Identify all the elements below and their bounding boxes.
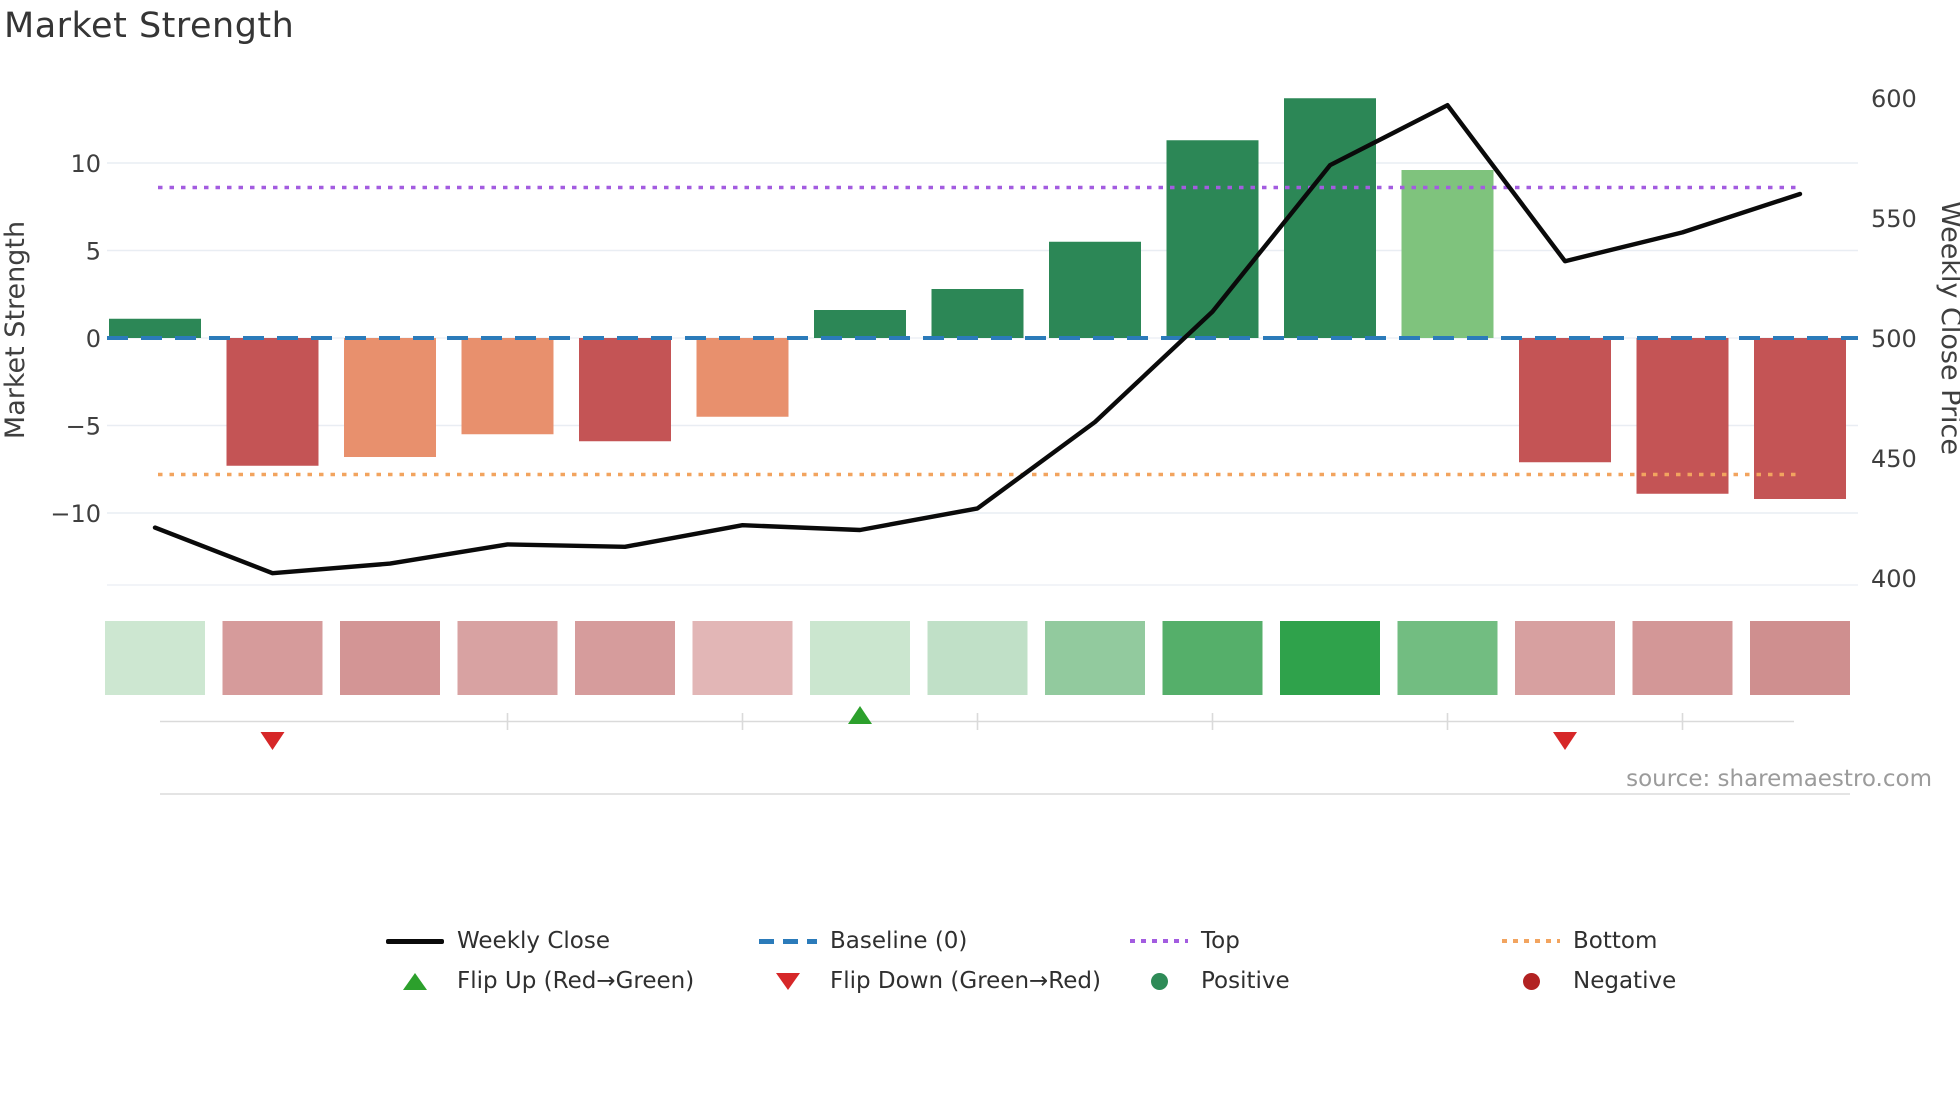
heatmap-cell-12 [1397, 621, 1498, 695]
legend-label: Flip Down (Green→Red) [830, 968, 1101, 994]
bar-week-6 [696, 338, 789, 417]
right-axis-tick-550: 550 [1871, 205, 1917, 233]
bar-week-14 [1636, 338, 1729, 494]
legend-item-flip-down[interactable]: Flip Down (Green→Red) [759, 966, 1101, 996]
heatmap-cell-1 [105, 621, 205, 695]
bar-week-15 [1754, 338, 1846, 499]
bar-week-4 [461, 338, 554, 435]
left-axis-tick--5: −5 [66, 413, 101, 441]
heatmap-cell-7 [810, 621, 910, 695]
bar-week-1 [109, 318, 201, 338]
heatmap-cell-2 [222, 621, 323, 695]
right-axis-tick-400: 400 [1871, 565, 1917, 593]
flip-down-marker-week-2 [260, 732, 285, 750]
right-axis-tick-450: 450 [1871, 445, 1917, 473]
flip-up-triangle-icon [386, 968, 444, 994]
flip-down-marker-week-13 [1553, 732, 1577, 750]
bar-week-3 [344, 338, 436, 457]
legend-item-weekly-close[interactable]: Weekly Close [386, 926, 610, 956]
chart-title: Market Strength [4, 6, 295, 46]
right-axis-title: Weekly Close Price [1935, 201, 1960, 455]
legend-item-baseline[interactable]: Baseline (0) [759, 926, 967, 956]
legend-label: Weekly Close [457, 928, 610, 954]
bar-week-13 [1519, 338, 1611, 463]
legend-item-positive[interactable]: Positive [1130, 966, 1290, 996]
heatmap-cell-14 [1632, 621, 1733, 695]
negative-dot-icon [1502, 968, 1560, 994]
legend-item-negative[interactable]: Negative [1502, 966, 1676, 996]
heatmap-cell-5 [575, 621, 675, 695]
legend-item-flip-up[interactable]: Flip Up (Red→Green) [386, 966, 694, 996]
weekly-close-line-swatch [386, 928, 444, 954]
legend-label: Positive [1201, 968, 1290, 994]
bar-week-11 [1284, 98, 1376, 338]
heatmap-cell-4 [457, 621, 558, 695]
legend-item-bottom[interactable]: Bottom [1502, 926, 1657, 956]
legend-label: Baseline (0) [830, 928, 968, 954]
positive-dot-icon [1130, 968, 1188, 994]
heatmap-cell-13 [1515, 621, 1615, 695]
left-axis-tick--10: −10 [50, 500, 101, 528]
top-dot-swatch [1130, 928, 1188, 954]
weekly-close-line [152, 102, 1803, 576]
legend-item-top[interactable]: Top [1130, 926, 1240, 956]
heatmap-cell-11 [1280, 621, 1380, 695]
bar-week-10 [1166, 140, 1259, 338]
legend: Weekly Close Baseline (0) Top Bottom Fli… [0, 915, 1960, 1025]
right-axis-tick-600: 600 [1871, 85, 1917, 113]
plot-area: 10 5 0 −5 −10 600 550 500 450 400 Market Strength W… [0, 85, 1960, 795]
legend-label: Top [1201, 928, 1240, 954]
heatmap-cell-3 [340, 621, 440, 695]
legend-label: Flip Up (Red→Green) [457, 968, 695, 994]
bar-week-7 [814, 310, 906, 338]
heatmap-cell-6 [692, 621, 793, 695]
left-axis-tick-5: 5 [86, 238, 101, 266]
baseline-dash-swatch [759, 928, 817, 954]
left-axis-tick-0: 0 [86, 325, 101, 353]
bar-week-5 [579, 338, 671, 442]
heatmap-cell-8 [927, 621, 1028, 695]
legend-label: Bottom [1573, 928, 1658, 954]
left-axis-tick-10: 10 [70, 150, 101, 178]
heatmap-cell-10 [1162, 621, 1263, 695]
bottom-dot-swatch [1502, 928, 1560, 954]
heatmap-cell-15 [1750, 621, 1850, 695]
flip-up-marker-week-7 [848, 706, 872, 724]
bar-week-9 [1049, 241, 1141, 338]
bar-week-8 [931, 289, 1024, 338]
left-axis-title: Market Strength [0, 221, 31, 439]
legend-label: Negative [1573, 968, 1677, 994]
source-attribution: source: sharemaestro.com [1626, 766, 1932, 792]
bar-week-2 [226, 338, 319, 466]
flip-down-triangle-icon [759, 968, 817, 994]
right-axis-tick-500: 500 [1871, 325, 1917, 353]
bar-week-12 [1401, 170, 1494, 338]
heatmap-cell-9 [1045, 621, 1145, 695]
